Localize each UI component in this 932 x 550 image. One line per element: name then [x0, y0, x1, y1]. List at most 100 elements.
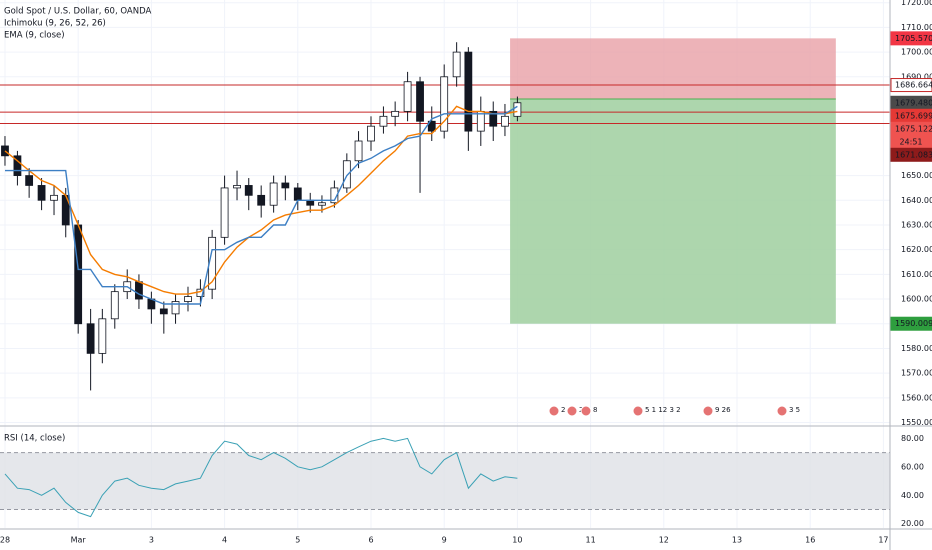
indicator-label: Ichimoku (9, 26, 52, 26) — [4, 19, 106, 29]
candle-body — [37, 185, 46, 201]
indicator-line — [5, 105, 518, 305]
candle-body — [403, 81, 412, 112]
x-tick-label: 3 — [149, 536, 154, 545]
candle-body — [293, 187, 302, 201]
x-tick-label: 10 — [512, 536, 522, 545]
y-tick-label: 1620.000 — [901, 245, 932, 254]
price-tag-label: 1671.083 — [895, 150, 932, 159]
target-zone — [510, 99, 836, 324]
event-icon — [702, 405, 714, 417]
y-tick-label: 1650.000 — [901, 171, 932, 180]
event-label: 2 — [561, 406, 565, 414]
x-tick-label: 28 — [0, 536, 10, 545]
candle-body — [427, 120, 436, 132]
candle-body — [440, 76, 449, 132]
main-layer: 22285 1 12 3 29 263 5 — [1, 42, 800, 518]
y-tick-label: 1600.000 — [901, 295, 932, 304]
candle-body — [220, 187, 229, 238]
event-icon — [632, 405, 644, 417]
stop-zone — [510, 38, 836, 100]
symbol-title: Gold Spot / U.S. Dollar, 60, OANDA — [4, 7, 151, 17]
x-tick-label: 4 — [222, 536, 227, 545]
candle-body — [50, 194, 58, 201]
candle-body — [330, 187, 339, 204]
y-tick-label: 1640.000 — [901, 196, 932, 205]
countdown: 24:51 — [899, 137, 922, 146]
y-tick-label: 1570.000 — [901, 369, 932, 378]
candle-body — [244, 185, 253, 196]
x-tick-label: 5 — [295, 536, 300, 545]
x-tick-label: Mar — [71, 536, 87, 545]
x-tick-label: 16 — [805, 536, 815, 545]
candle-body — [110, 291, 119, 320]
y-tick-label: 1710.000 — [901, 23, 932, 32]
rsi-tick-label: 80.00 — [901, 434, 924, 443]
candle-body — [354, 140, 363, 162]
y-tick-label: 1720.000 — [901, 0, 932, 7]
event-icon — [580, 405, 592, 417]
x-tick-label: 9 — [442, 536, 447, 545]
candle-body — [269, 182, 278, 206]
y-tick-label: 1580.000 — [901, 344, 932, 353]
candle-body — [159, 308, 168, 315]
candle-body — [513, 102, 522, 117]
price-tag-label: 1590.009 — [895, 319, 932, 328]
candle-body — [98, 318, 107, 354]
price-tag — [890, 147, 932, 162]
y-tick-label: 1560.000 — [901, 393, 932, 402]
candle-body — [1, 145, 9, 157]
candle-body — [379, 115, 388, 127]
y-tick-label: 1610.000 — [901, 270, 932, 279]
candle-body — [452, 51, 461, 78]
price-tag — [890, 31, 932, 46]
candle-body — [74, 224, 83, 325]
candle-body — [318, 202, 326, 206]
event-icon — [776, 405, 788, 417]
price-tag — [890, 121, 932, 149]
price-tag — [890, 78, 932, 93]
event-icon — [548, 405, 560, 417]
candle-body — [25, 175, 34, 186]
candle-body — [342, 160, 351, 189]
indicator-label: EMA (9, close) — [4, 31, 65, 41]
event-label: 5 1 12 3 2 — [645, 406, 681, 414]
price-tag-label: 1679.480 — [895, 98, 932, 107]
x-tick-label: 11 — [586, 536, 596, 545]
indicator-line — [4, 105, 518, 295]
candle-body — [13, 155, 22, 176]
candle-body — [135, 281, 143, 300]
event-label: 3 5 — [789, 406, 800, 414]
back-layer — [0, 0, 890, 528]
rsi-tick-label: 40.00 — [901, 491, 924, 500]
event-icon — [566, 405, 578, 417]
y-tick-label: 1630.000 — [901, 220, 932, 229]
y-tick-label: 1700.000 — [901, 48, 932, 57]
candle-body — [489, 110, 498, 127]
rsi-title: RSI (14, close) — [4, 434, 65, 444]
x-tick-label: 6 — [368, 536, 373, 545]
event-label: 9 26 — [715, 406, 731, 414]
rsi-band — [0, 452, 890, 510]
x-tick-label: 12 — [659, 536, 669, 545]
candle-body — [184, 296, 192, 302]
rsi-line — [4, 437, 518, 518]
candle-body — [306, 199, 315, 206]
y-tick-label: 1550.000 — [901, 418, 932, 427]
price-tag — [890, 316, 932, 331]
price-tag-label: 1686.664 — [895, 81, 932, 90]
candle-body — [257, 194, 266, 206]
y-tick-label: 1690.000 — [901, 72, 932, 81]
candle-body — [233, 185, 241, 189]
x-tick-label: 17 — [878, 536, 888, 545]
price-tag-label: 1675.699 — [895, 111, 932, 120]
candle-body — [367, 125, 375, 142]
price-tag-label: 1675.122 — [895, 124, 932, 133]
rsi-tick-label: 20.00 — [901, 519, 924, 528]
price-tag-label: 1705.570 — [895, 34, 932, 43]
rsi-tick-label: 60.00 — [901, 462, 924, 471]
event-label: 8 — [593, 406, 597, 414]
candle-body — [391, 110, 400, 117]
candle-body — [464, 51, 473, 132]
